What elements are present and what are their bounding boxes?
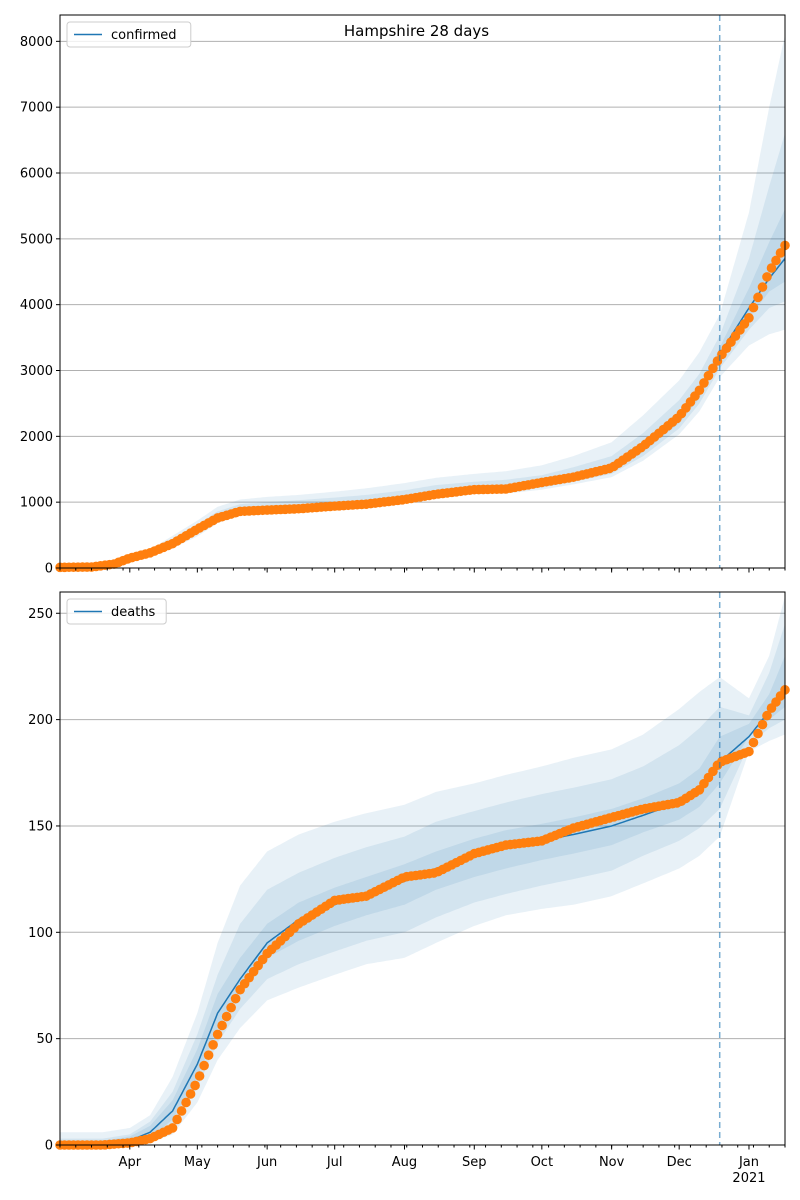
x-tick-label: Aug (392, 1155, 417, 1170)
y-tick-label: 1000 (20, 496, 53, 511)
observed-point (757, 719, 768, 730)
observed-point (194, 1071, 205, 1081)
y-tick-label: 5000 (20, 232, 53, 247)
y-tick-label: 0 (45, 562, 53, 577)
observed-point (744, 746, 754, 757)
observed-point (185, 1089, 196, 1099)
observed-point (753, 292, 763, 303)
observed-point (226, 1002, 236, 1013)
y-tick-label: 7000 (20, 101, 53, 116)
observed-point (217, 1020, 227, 1031)
y-tick-label: 50 (36, 1032, 53, 1047)
legend-box (66, 21, 192, 48)
x-tick-label: May (184, 1155, 211, 1170)
observed-point (694, 385, 705, 396)
observed-point (203, 1050, 214, 1060)
x-tick-label: Jan (738, 1155, 759, 1170)
observed-point (230, 993, 241, 1004)
confirmed-panel: 0 1000 2000 3000 4000 5000 6000 7000 8000 Hampshi… (20, 14, 790, 577)
legend: deaths (66, 598, 167, 625)
observed-point (708, 363, 718, 374)
observed-point (176, 1106, 187, 1116)
y-tick-label: 150 (28, 819, 53, 834)
y-tick-label: 250 (28, 607, 53, 622)
observed-point (762, 710, 772, 721)
observed-point (167, 1123, 178, 1133)
y-tick-label: 8000 (20, 35, 53, 50)
observed-point (699, 378, 709, 388)
legend-label: deaths (111, 605, 156, 620)
y-tick-label: 6000 (20, 167, 53, 182)
y-tick-label: 100 (28, 926, 53, 941)
deaths-panel: 0 50 100 150 200 250 Apr May Jun Jul Aug Sep Oct Nov D… (28, 591, 790, 1186)
observed-point (766, 263, 777, 273)
x-tick-label: Jun (256, 1155, 277, 1170)
observed-point (762, 272, 772, 282)
y-tick-label: 3000 (20, 364, 53, 379)
x-tick-label: 2021 (732, 1171, 765, 1186)
observed-point (172, 1114, 182, 1125)
observed-point (771, 255, 781, 266)
legend: confirmed (66, 21, 192, 48)
observed-point (212, 1029, 223, 1040)
x-tick-label: Dec (667, 1155, 692, 1170)
y-tick-label: 0 (45, 1139, 53, 1154)
x-tick-label: Apr (119, 1155, 142, 1170)
observed-point (775, 248, 786, 258)
observed-point (221, 1011, 232, 1022)
uncertainty-band-2 (60, 133, 785, 568)
observed-point (748, 302, 759, 313)
x-tick-label: Sep (462, 1155, 487, 1170)
chart-title: Hampshire 28 days (344, 22, 489, 40)
y-tick-label: 2000 (20, 430, 53, 445)
observed-point (753, 728, 763, 739)
observed-point (181, 1097, 191, 1108)
y-tick-label: 4000 (20, 298, 53, 313)
x-tick-label: Nov (599, 1155, 625, 1170)
observed-point (199, 1060, 209, 1071)
observed-point (744, 313, 754, 323)
observed-point (703, 370, 714, 381)
x-tick-label: Jul (326, 1155, 343, 1170)
x-tick-label: Oct (531, 1155, 553, 1170)
observed-point (748, 737, 759, 748)
observed-point (208, 1039, 218, 1050)
uncertainty-band-2 (60, 623, 785, 1145)
observed-point (757, 282, 768, 292)
legend-label: confirmed (111, 28, 177, 43)
y-tick-label: 200 (28, 713, 53, 728)
legend-box (66, 598, 167, 625)
observed-point (190, 1080, 200, 1091)
